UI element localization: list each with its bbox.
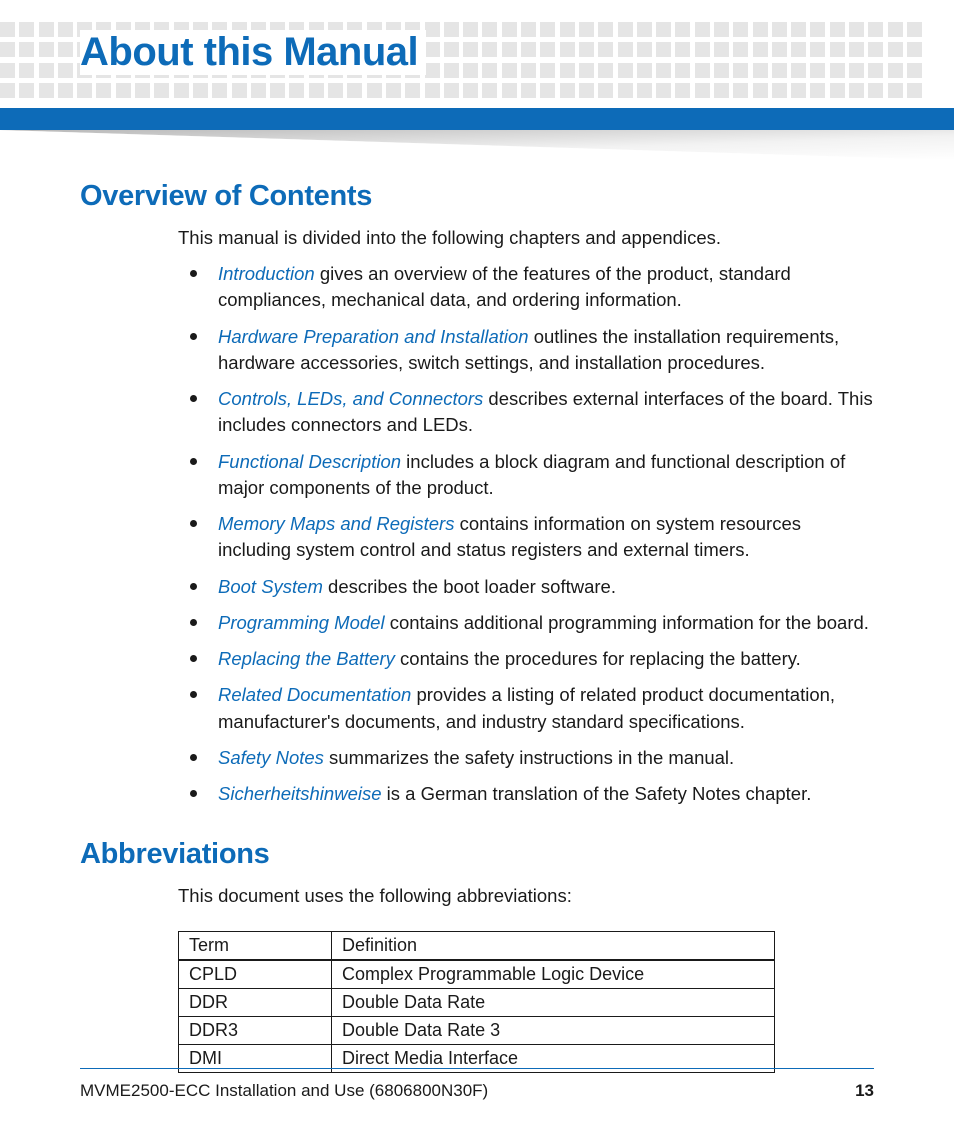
chapter-link[interactable]: Memory Maps and Registers xyxy=(218,513,454,534)
overview-list-item: Controls, LEDs, and Connectors describes… xyxy=(190,386,874,439)
chapter-link[interactable]: Sicherheitshinweise xyxy=(218,783,382,804)
overview-list-item: Boot System describes the boot loader so… xyxy=(190,574,874,600)
chapter-link[interactable]: Replacing the Battery xyxy=(218,648,395,669)
table-row: DDRDouble Data Rate xyxy=(179,988,775,1016)
chapter-link[interactable]: Hardware Preparation and Installation xyxy=(218,326,529,347)
abbreviations-intro: This document uses the following abbrevi… xyxy=(178,885,874,907)
table-row: DDR3Double Data Rate 3 xyxy=(179,1016,775,1044)
chapter-link[interactable]: Safety Notes xyxy=(218,747,324,768)
overview-list-item: Hardware Preparation and Installation ou… xyxy=(190,324,874,377)
chapter-link[interactable]: Related Documentation xyxy=(218,684,411,705)
table-header-cell: Term xyxy=(179,931,332,960)
overview-list-item: Safety Notes summarizes the safety instr… xyxy=(190,745,874,771)
table-cell: Double Data Rate xyxy=(332,988,775,1016)
header-wedge xyxy=(0,130,954,160)
chapter-link[interactable]: Boot System xyxy=(218,576,323,597)
overview-list-item: Sicherheitshinweise is a German translat… xyxy=(190,781,874,807)
header-accent-bar xyxy=(0,108,954,130)
overview-list-item: Memory Maps and Registers contains infor… xyxy=(190,511,874,564)
chapter-title: About this Manual xyxy=(80,30,426,75)
chapter-link[interactable]: Programming Model xyxy=(218,612,385,633)
abbreviations-table: TermDefinition CPLDComplex Programmable … xyxy=(178,931,775,1073)
overview-list-item: Replacing the Battery contains the proce… xyxy=(190,646,874,672)
overview-item-text: contains additional programming informat… xyxy=(385,612,869,633)
overview-list: Introduction gives an overview of the fe… xyxy=(190,261,874,808)
overview-list-item: Functional Description includes a block … xyxy=(190,449,874,502)
chapter-link[interactable]: Controls, LEDs, and Connectors xyxy=(218,388,483,409)
table-cell: DDR3 xyxy=(179,1016,332,1044)
table-header-cell: Definition xyxy=(332,931,775,960)
section-title-overview: Overview of Contents xyxy=(80,180,874,213)
chapter-link[interactable]: Introduction xyxy=(218,263,315,284)
table-cell: DDR xyxy=(179,988,332,1016)
overview-list-item: Programming Model contains additional pr… xyxy=(190,610,874,636)
footer-doc-title: MVME2500-ECC Installation and Use (68068… xyxy=(80,1081,488,1101)
table-cell: Complex Programmable Logic Device xyxy=(332,960,775,989)
table-cell: CPLD xyxy=(179,960,332,989)
table-cell: Double Data Rate 3 xyxy=(332,1016,775,1044)
overview-item-text: summarizes the safety instructions in th… xyxy=(324,747,734,768)
footer-page-number: 13 xyxy=(855,1081,874,1101)
overview-intro: This manual is divided into the followin… xyxy=(178,227,874,249)
overview-list-item: Related Documentation provides a listing… xyxy=(190,682,874,735)
footer-rule xyxy=(80,1068,874,1069)
overview-item-text: describes the boot loader software. xyxy=(323,576,616,597)
section-title-abbreviations: Abbreviations xyxy=(80,838,874,871)
overview-list-item: Introduction gives an overview of the fe… xyxy=(190,261,874,314)
overview-item-text: contains the procedures for replacing th… xyxy=(395,648,801,669)
table-row: CPLDComplex Programmable Logic Device xyxy=(179,960,775,989)
chapter-link[interactable]: Functional Description xyxy=(218,451,401,472)
overview-item-text: is a German translation of the Safety No… xyxy=(382,783,812,804)
